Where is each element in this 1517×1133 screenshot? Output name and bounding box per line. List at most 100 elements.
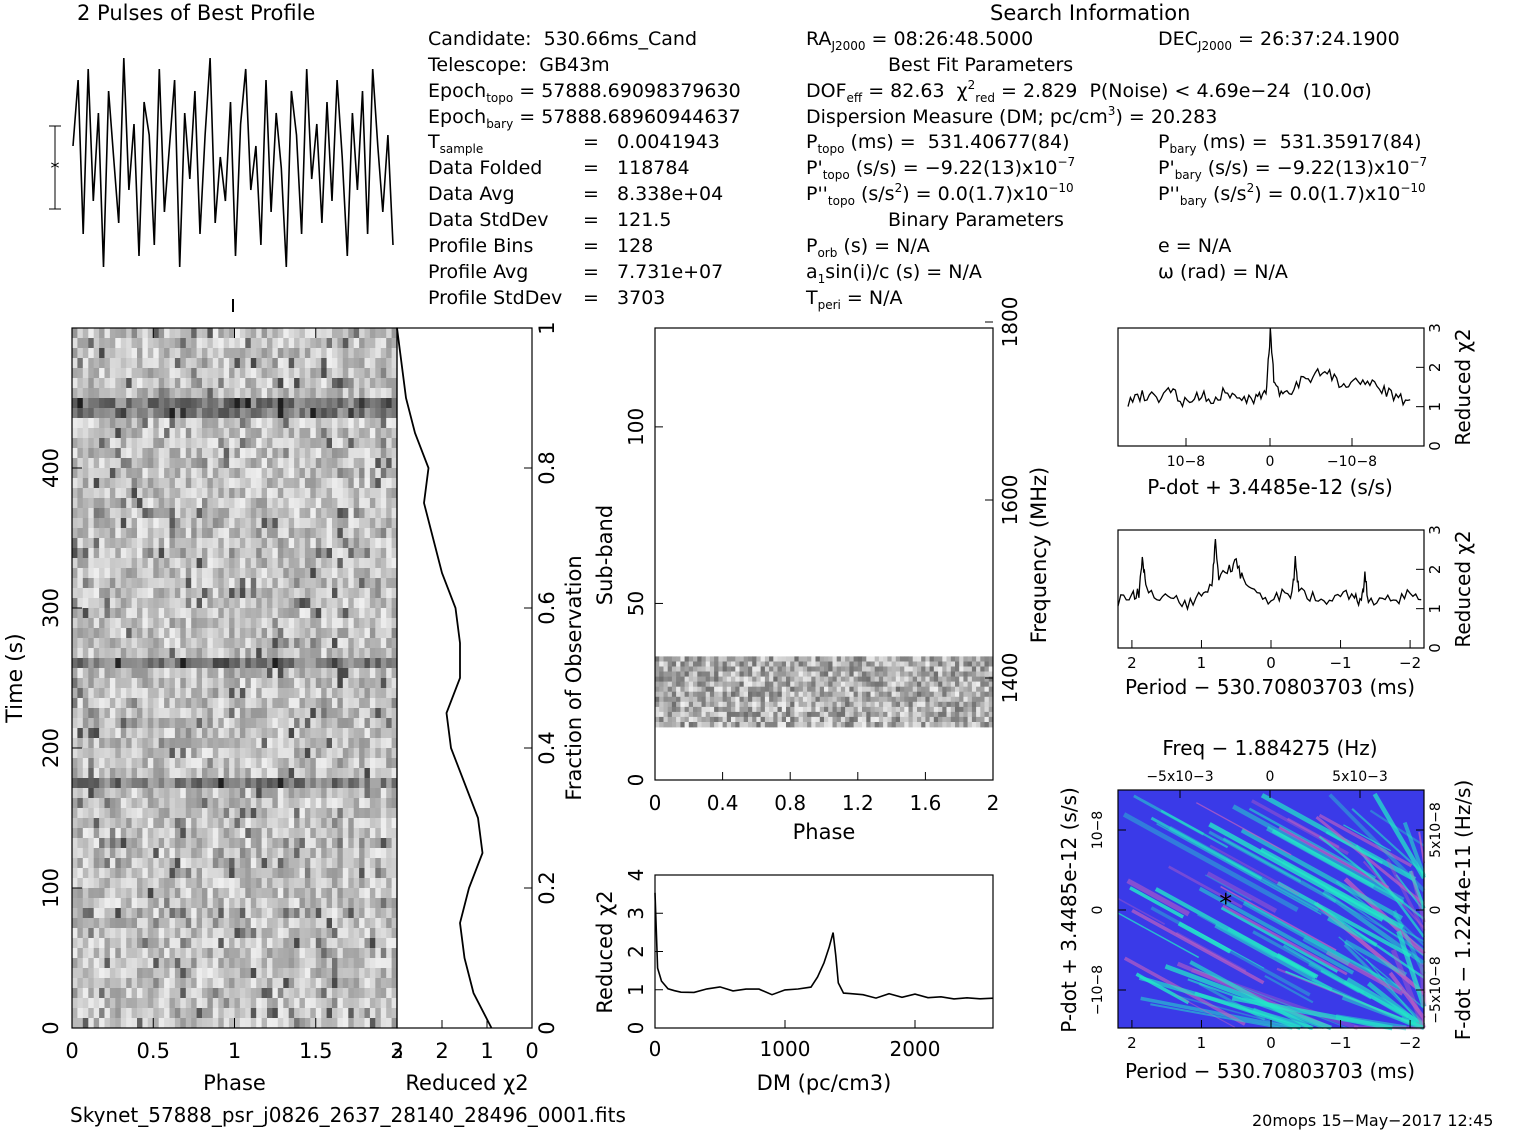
time-phase-cell [348, 978, 355, 989]
time-phase-cell [348, 768, 355, 779]
time-phase-cell [147, 758, 154, 769]
subband-cell [709, 676, 715, 682]
time-phase-cell [99, 368, 105, 379]
time-phase-cell [99, 818, 105, 829]
time-phase-cell [299, 388, 306, 399]
time-phase-cell [185, 838, 192, 849]
subband-cell [748, 671, 753, 677]
time-phase-cell [375, 648, 382, 659]
time-phase-cell [315, 448, 322, 459]
time-phase-cell [304, 608, 311, 619]
time-phase-cell [164, 528, 170, 539]
time-phase-cell [72, 328, 78, 339]
time-phase-cell [234, 868, 241, 879]
time-phase-cell [174, 378, 181, 389]
time-phase-cell [294, 998, 300, 1009]
time-phase-cell [369, 518, 376, 529]
time-phase-cell [380, 538, 387, 549]
time-phase-cell [207, 488, 214, 499]
time-phase-cell [82, 828, 89, 839]
subband-cell [769, 671, 774, 677]
time-phase-cell [88, 748, 95, 759]
time-phase-cell [283, 878, 290, 889]
time-phase-cell [164, 358, 170, 369]
time-phase-cell [169, 598, 176, 609]
time-phase-cell [109, 548, 116, 559]
time-phase-cell [299, 328, 306, 339]
time-phase-cell [261, 678, 268, 689]
subband-cell [878, 691, 884, 698]
time-phase-cell [283, 828, 290, 839]
time-phase-cell [245, 488, 252, 499]
time-phase-cell [223, 908, 230, 919]
time-phase-cell [77, 818, 84, 829]
time-phase-cell [72, 688, 78, 699]
time-phase-cell [82, 488, 89, 499]
time-phase-cell [337, 468, 344, 479]
time-phase-cell [212, 998, 219, 1009]
subband-cell [798, 691, 804, 698]
time-phase-cell [304, 538, 311, 549]
subband-cell [895, 666, 901, 672]
time-phase-cell [337, 978, 344, 989]
time-phase-cell [109, 688, 116, 699]
time-phase-cell [229, 738, 235, 749]
time-phase-cell [174, 578, 181, 589]
subband-cell [959, 661, 964, 667]
time-phase-cell [321, 728, 327, 739]
time-phase-cell [99, 548, 105, 559]
time-phase-cell [304, 338, 311, 349]
time-phase-cell [310, 348, 317, 359]
time-phase-cell [294, 328, 300, 339]
time-phase-cell [288, 1018, 295, 1029]
time-phase-cell [169, 528, 176, 539]
time-phase-cell [212, 668, 219, 679]
time-phase-cell [337, 758, 344, 769]
time-phase-cell [239, 728, 246, 739]
time-phase-cell [158, 568, 165, 579]
time-phase-cell [380, 608, 387, 619]
time-phase-cell [93, 488, 100, 499]
time-phase-cell [88, 988, 95, 999]
time-phase-cell [386, 698, 392, 709]
time-phase-cell [380, 698, 387, 709]
time-phase-cell [288, 348, 295, 359]
time-phase-cell [250, 458, 257, 469]
time-phase-cell [353, 818, 360, 829]
time-phase-cell [191, 638, 197, 649]
time-phase-cell [191, 928, 197, 939]
time-phase-cell [115, 778, 122, 789]
time-phase-cell [380, 858, 387, 869]
time-phase-cell [82, 648, 89, 659]
time-phase-cell [277, 748, 284, 759]
time-phase-cell [158, 528, 165, 539]
subband-cell [731, 671, 736, 677]
time-phase-cell [353, 768, 360, 779]
time-phase-cell [380, 968, 387, 979]
time-phase-cell [93, 978, 100, 989]
subband-cell [840, 671, 846, 677]
time-phase-cell [218, 738, 225, 749]
time-phase-cell [109, 718, 116, 729]
time-phase-cell [261, 848, 268, 859]
time-phase-cell [272, 718, 279, 729]
time-phase-cell [283, 668, 290, 679]
time-phase-cell [321, 708, 327, 719]
time-phase-cell [153, 568, 160, 579]
time-phase-cell [88, 758, 95, 769]
time-phase-cell [315, 698, 322, 709]
time-phase-cell [337, 418, 344, 429]
time-phase-cell [147, 978, 154, 989]
time-phase-cell [348, 678, 355, 689]
time-phase-cell [299, 448, 306, 459]
time-phase-cell [109, 538, 116, 549]
time-phase-cell [120, 708, 127, 719]
time-phase-cell [191, 658, 197, 669]
subband-cell [866, 661, 871, 667]
time-phase-cell [315, 818, 322, 829]
time-phase-cell [115, 908, 122, 919]
time-phase-cell [126, 378, 132, 389]
time-phase-cell [137, 808, 143, 819]
time-phase-cell [326, 598, 333, 609]
time-phase-cell [304, 678, 311, 689]
